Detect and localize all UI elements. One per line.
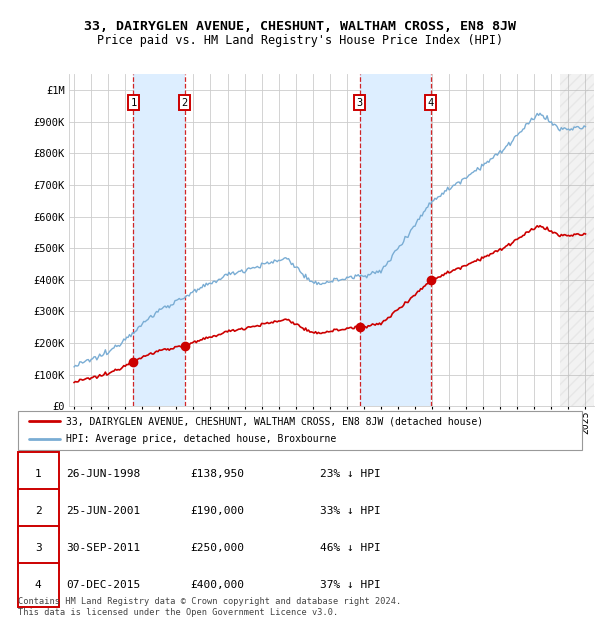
Text: Price paid vs. HM Land Registry's House Price Index (HPI): Price paid vs. HM Land Registry's House … bbox=[97, 34, 503, 46]
Text: 3: 3 bbox=[356, 97, 363, 108]
Text: £138,950: £138,950 bbox=[190, 469, 244, 479]
Text: 33% ↓ HPI: 33% ↓ HPI bbox=[320, 506, 380, 516]
Text: 37% ↓ HPI: 37% ↓ HPI bbox=[320, 580, 380, 590]
Text: HPI: Average price, detached house, Broxbourne: HPI: Average price, detached house, Brox… bbox=[66, 434, 336, 444]
Text: 30-SEP-2011: 30-SEP-2011 bbox=[66, 543, 140, 553]
Text: 1: 1 bbox=[35, 469, 41, 479]
Text: £250,000: £250,000 bbox=[190, 543, 244, 553]
Bar bbox=[133, 74, 185, 406]
Text: 26-JUN-1998: 26-JUN-1998 bbox=[66, 469, 140, 479]
Text: 33, DAIRYGLEN AVENUE, CHESHUNT, WALTHAM CROSS, EN8 8JW (detached house): 33, DAIRYGLEN AVENUE, CHESHUNT, WALTHAM … bbox=[66, 417, 483, 427]
Text: 3: 3 bbox=[35, 543, 41, 553]
Text: 07-DEC-2015: 07-DEC-2015 bbox=[66, 580, 140, 590]
FancyBboxPatch shape bbox=[18, 563, 59, 606]
Text: 2: 2 bbox=[35, 506, 41, 516]
FancyBboxPatch shape bbox=[18, 411, 582, 449]
Bar bbox=[560, 74, 594, 406]
Text: 25-JUN-2001: 25-JUN-2001 bbox=[66, 506, 140, 516]
Text: 4: 4 bbox=[35, 580, 41, 590]
Text: 33, DAIRYGLEN AVENUE, CHESHUNT, WALTHAM CROSS, EN8 8JW: 33, DAIRYGLEN AVENUE, CHESHUNT, WALTHAM … bbox=[84, 20, 516, 32]
FancyBboxPatch shape bbox=[18, 489, 59, 533]
Text: £190,000: £190,000 bbox=[190, 506, 244, 516]
Text: £400,000: £400,000 bbox=[190, 580, 244, 590]
Text: 23% ↓ HPI: 23% ↓ HPI bbox=[320, 469, 380, 479]
Bar bbox=[359, 74, 431, 406]
Text: 4: 4 bbox=[428, 97, 434, 108]
FancyBboxPatch shape bbox=[18, 526, 59, 570]
FancyBboxPatch shape bbox=[18, 453, 59, 496]
Text: 2: 2 bbox=[181, 97, 188, 108]
Text: 46% ↓ HPI: 46% ↓ HPI bbox=[320, 543, 380, 553]
Text: 1: 1 bbox=[130, 97, 137, 108]
Text: Contains HM Land Registry data © Crown copyright and database right 2024.
This d: Contains HM Land Registry data © Crown c… bbox=[18, 598, 401, 617]
